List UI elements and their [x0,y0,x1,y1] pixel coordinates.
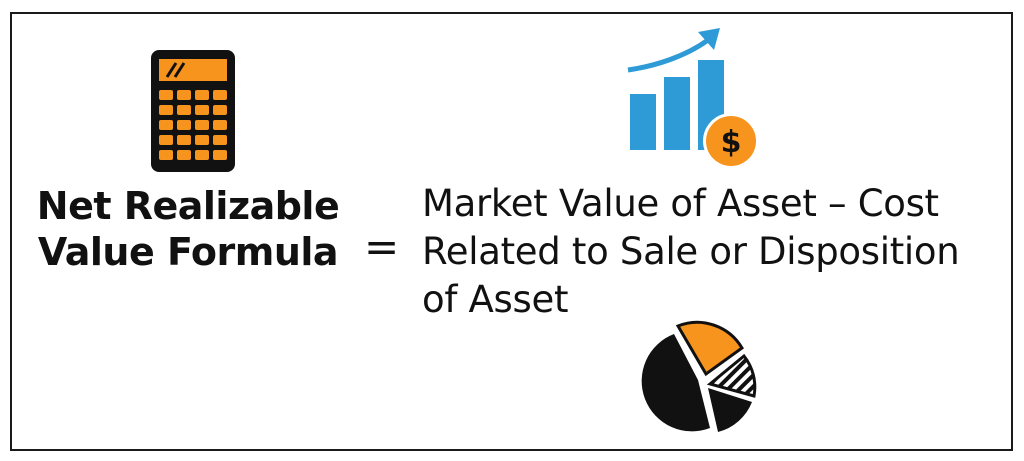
calculator-key [195,150,209,160]
calculator-key [195,135,209,145]
dollar-symbol: $ [721,125,742,160]
dollar-coin-icon: $ [703,113,759,169]
rhs-line-2: Related to Sale or Disposition [422,230,960,273]
lhs-line-2: Value Formula [37,230,339,274]
equals-sign: = [364,222,400,271]
calculator-key [195,90,209,100]
lhs-line-1: Net Realizable [36,184,340,228]
rhs-line-3: of Asset [422,278,569,321]
rhs-line-1: Market Value of Asset – Cost [422,182,939,225]
calculator-key [213,90,227,100]
calculator-key [177,150,191,160]
calculator-key [213,150,227,160]
calculator-key [159,120,173,130]
calculator-key [195,120,209,130]
formula-rhs: Market Value of Asset – Cost Related to … [422,180,1012,324]
calculator-key [177,120,191,130]
calculator-icon [151,50,235,172]
calculator-key [213,135,227,145]
calculator-key [159,135,173,145]
calculator-key [159,105,173,115]
calculator-key [213,105,227,115]
calculator-key [177,90,191,100]
calculator-key [177,105,191,115]
calculator-key [159,150,173,160]
calculator-key [159,90,173,100]
pie-chart-icon [641,320,757,432]
calculator-key [195,105,209,115]
formula-lhs: Net Realizable Value Formula [30,183,346,275]
calculator-key [213,120,227,130]
calculator-key [177,135,191,145]
